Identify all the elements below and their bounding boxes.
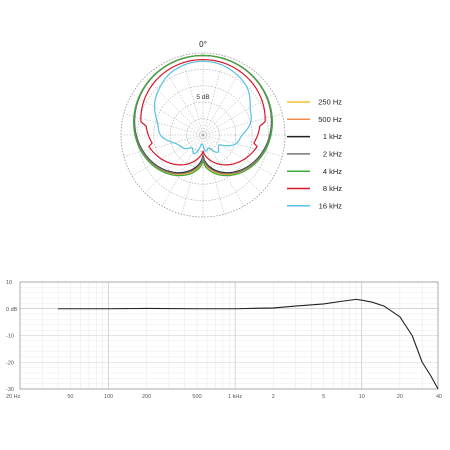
legend-label: 16 kHz bbox=[319, 201, 343, 210]
legend-label: 1 kHz bbox=[323, 132, 342, 141]
y-tick-label: 10 bbox=[6, 280, 12, 286]
x-tick-label: 10 bbox=[359, 394, 365, 400]
legend-label: 4 kHz bbox=[323, 167, 342, 176]
x-tick-label: 5 bbox=[322, 394, 325, 400]
x-tick-label: 1 kHz bbox=[228, 394, 242, 400]
polar-series-4-khz bbox=[133, 54, 273, 177]
x-tick-label: 200 bbox=[142, 394, 151, 400]
polar-plot: 0° 5 dB bbox=[120, 40, 286, 218]
legend-label: 2 kHz bbox=[323, 150, 342, 159]
polar-spoke bbox=[131, 93, 204, 136]
ring-label: 5 dB bbox=[196, 94, 209, 101]
response-curve bbox=[58, 298, 439, 390]
polar-series-8-khz bbox=[140, 58, 266, 166]
polar-ring bbox=[137, 69, 269, 201]
x-tick-label: 40 bbox=[436, 394, 442, 400]
polar-spoke bbox=[144, 76, 204, 136]
x-tick-label: 100 bbox=[104, 394, 113, 400]
polar-spoke bbox=[202, 93, 275, 136]
y-tick-label: 0 dB bbox=[6, 307, 18, 313]
legend-label: 500 Hz bbox=[318, 115, 342, 124]
legend-label: 250 Hz bbox=[318, 98, 342, 107]
legend-label: 8 kHz bbox=[323, 184, 342, 193]
x-tick-label: 50 bbox=[67, 394, 73, 400]
x-tick-label: 20 bbox=[397, 394, 403, 400]
x-tick-label: 500 bbox=[192, 394, 201, 400]
x-tick-label: 2 bbox=[272, 394, 275, 400]
x-tick-label: 20 Hz bbox=[6, 394, 21, 400]
polar-series-16-khz bbox=[153, 60, 252, 155]
plot-frame bbox=[19, 281, 439, 390]
polar-ring bbox=[169, 101, 237, 169]
y-tick-label: -20 bbox=[6, 360, 14, 366]
polar-spoke bbox=[202, 76, 262, 136]
y-tick-label: -10 bbox=[6, 334, 14, 340]
polar-legend: 250 Hz 500 Hz 1 kHz 2 kHz 4 kHz 8 kHz 16 kHz bbox=[287, 98, 343, 210]
y-tick-label: -30 bbox=[6, 387, 14, 393]
angle-label-0: 0° bbox=[199, 40, 207, 49]
